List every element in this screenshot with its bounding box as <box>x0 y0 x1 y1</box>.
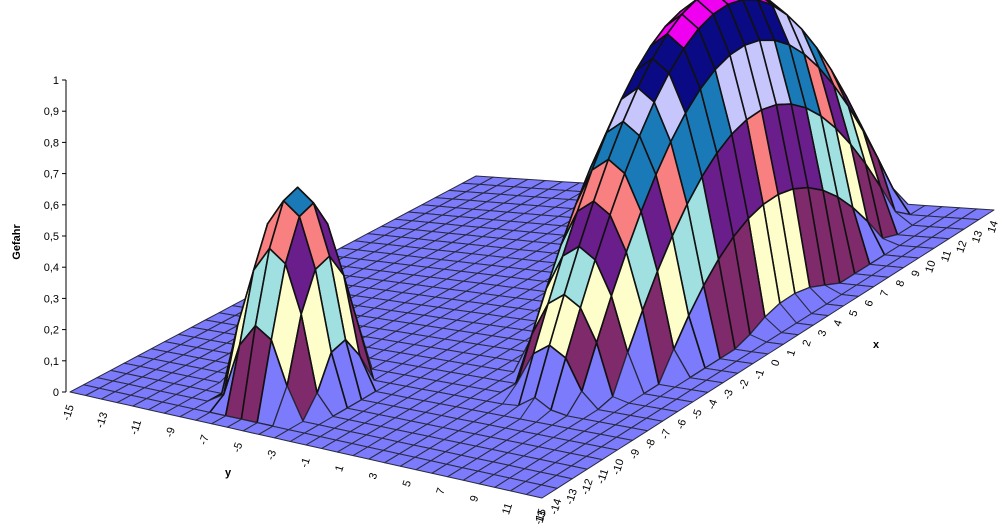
surface-mesh <box>69 0 995 499</box>
x-axis-label: x <box>873 339 880 351</box>
x-tick-label: -1 <box>753 368 767 381</box>
z-tick-label: 0,2 <box>44 325 59 337</box>
x-tick-label: -6 <box>675 418 689 431</box>
x-tick-label: -14 <box>548 497 564 516</box>
x-axis: -15-14-13-12-11-10-9-8-7-6-5-4-3-2-10123… <box>533 219 1001 526</box>
x-tick-label: -10 <box>610 458 626 477</box>
x-tick-label: -11 <box>595 467 611 485</box>
x-tick-label: 6 <box>863 299 876 309</box>
x-tick-label: 0 <box>769 358 782 368</box>
x-tick-label: 7 <box>878 289 891 299</box>
z-tick-label: 0,3 <box>44 293 59 305</box>
x-tick-label: -8 <box>644 438 658 451</box>
y-tick-label: -3 <box>265 449 279 462</box>
x-tick-label: 12 <box>954 239 969 254</box>
z-tick-label: 0,8 <box>44 137 59 149</box>
x-tick-label: 3 <box>816 328 829 338</box>
z-tick-label: 0,5 <box>44 231 59 243</box>
x-tick-label: 11 <box>939 249 954 264</box>
y-tick-label: -11 <box>128 418 144 436</box>
y-tick-label: 5 <box>401 479 414 489</box>
y-tick-label: 9 <box>468 494 481 504</box>
z-axis-label: Gefahr <box>11 224 23 260</box>
x-tick-label: 14 <box>986 219 1001 234</box>
y-tick-label: -7 <box>197 434 211 447</box>
z-tick-label: 0,7 <box>44 169 59 181</box>
x-tick-label: -4 <box>706 398 720 411</box>
y-tick-label: -15 <box>61 403 77 422</box>
y-axis-label: y <box>225 467 232 479</box>
y-tick-label: -9 <box>164 426 178 439</box>
surface-cell <box>525 484 558 499</box>
x-tick-label: 10 <box>923 259 938 274</box>
y-tick-label: 7 <box>434 487 447 497</box>
x-tick-label: -7 <box>659 428 673 441</box>
x-tick-label: -5 <box>690 408 704 421</box>
x-tick-label: 4 <box>832 319 845 329</box>
x-tick-label: -15 <box>533 507 549 526</box>
z-tick-label: 0 <box>53 387 59 399</box>
x-tick-label: -3 <box>721 388 735 401</box>
y-tick-label: -1 <box>298 456 312 469</box>
z-tick-label: 0,6 <box>44 200 59 212</box>
x-tick-label: 1 <box>785 348 798 358</box>
x-tick-label: 2 <box>801 338 814 348</box>
y-tick-label: 3 <box>367 471 380 481</box>
x-tick-label: -12 <box>579 477 595 496</box>
x-tick-label: 9 <box>910 269 923 279</box>
z-tick-label: 0,9 <box>44 106 59 118</box>
x-tick-label: -13 <box>564 487 580 506</box>
y-tick-label: -5 <box>231 441 245 454</box>
x-tick-label: -2 <box>737 378 751 391</box>
x-tick-label: -9 <box>628 448 642 461</box>
y-tick-label: 11 <box>500 502 515 517</box>
z-tick-label: 0,1 <box>44 356 59 368</box>
y-tick-label: 1 <box>333 464 346 474</box>
x-tick-label: 13 <box>970 229 985 244</box>
y-tick-label: -13 <box>94 411 110 430</box>
z-tick-label: 0,4 <box>44 262 59 274</box>
z-tick-label: 1 <box>53 75 59 87</box>
y-tick-label: 13 <box>534 509 549 524</box>
x-tick-label: 5 <box>847 309 860 319</box>
x-tick-label: 8 <box>894 279 907 289</box>
z-axis: 0 0,1 0,2 0,3 0,4 0,5 0,6 0,7 0,8 0,9 1 <box>44 75 67 399</box>
